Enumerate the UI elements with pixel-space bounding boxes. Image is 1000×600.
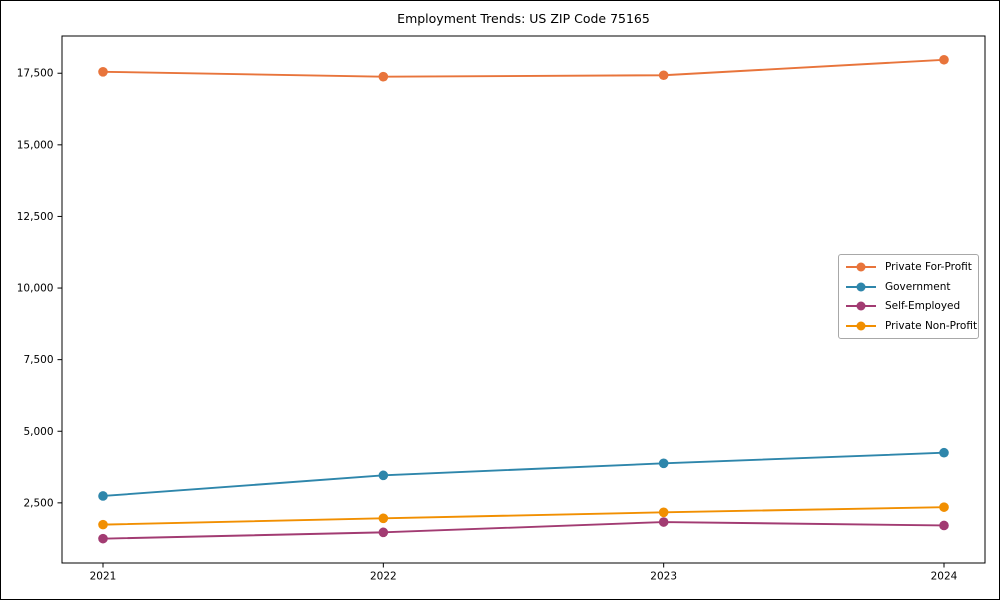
data-point bbox=[98, 491, 108, 501]
data-point bbox=[378, 470, 389, 481]
legend-item: Self-Employed bbox=[845, 297, 971, 317]
legend-dot-icon bbox=[856, 282, 866, 292]
legend-item: Private For-Profit bbox=[845, 257, 972, 277]
legend-label: Government bbox=[885, 280, 951, 293]
legend-item: Government bbox=[845, 277, 971, 297]
data-point bbox=[98, 533, 108, 544]
x-tick-label: 2023 bbox=[650, 571, 677, 583]
legend-dot-icon bbox=[856, 262, 866, 272]
x-tick-label: 2022 bbox=[370, 571, 397, 583]
data-point bbox=[378, 513, 389, 524]
data-point bbox=[939, 520, 949, 531]
x-tick-label: 2024 bbox=[931, 571, 958, 583]
legend-dot-icon bbox=[856, 321, 866, 331]
data-point bbox=[378, 71, 389, 82]
legend-line-marker-icon bbox=[846, 262, 876, 272]
legend-line-marker-icon bbox=[846, 301, 876, 311]
legend-item: Private Non-Profit bbox=[845, 316, 977, 336]
data-point bbox=[658, 517, 669, 527]
series-line-2 bbox=[102, 451, 945, 497]
y-tick-label: 2,500 bbox=[23, 497, 53, 509]
data-point bbox=[98, 519, 108, 530]
data-point bbox=[658, 70, 669, 81]
legend-label: Private For-Profit bbox=[885, 260, 972, 273]
legend-line-marker-icon bbox=[846, 321, 876, 331]
legend-line-marker-icon bbox=[846, 282, 876, 292]
data-point bbox=[658, 507, 669, 518]
data-point bbox=[658, 458, 669, 469]
plot-frame bbox=[61, 35, 986, 564]
x-tick-label: 2021 bbox=[90, 571, 117, 583]
legend: Private For-Profit Government Self-Employe… bbox=[838, 254, 979, 339]
y-tick-label: 12,500 bbox=[17, 211, 54, 223]
legend-label: Self-Employed bbox=[885, 300, 961, 313]
data-point bbox=[939, 54, 949, 65]
data-point bbox=[939, 447, 949, 458]
legend-dot-icon bbox=[856, 301, 866, 311]
y-tick-label: 17,500 bbox=[17, 68, 54, 80]
legend-label: Private Non-Profit bbox=[885, 320, 978, 333]
chart-title: Employment Trends: US ZIP Code 75165 bbox=[397, 11, 650, 26]
series-line-4 bbox=[102, 506, 945, 526]
y-tick-label: 7,500 bbox=[23, 354, 53, 366]
data-point bbox=[378, 527, 389, 538]
y-tick-label: 15,000 bbox=[17, 139, 54, 151]
series-line-1 bbox=[102, 58, 945, 78]
data-point bbox=[939, 502, 949, 512]
data-point bbox=[98, 67, 108, 77]
series-line-3 bbox=[102, 521, 945, 540]
y-tick-label: 10,000 bbox=[17, 283, 54, 295]
y-tick-label: 5,000 bbox=[23, 426, 53, 438]
